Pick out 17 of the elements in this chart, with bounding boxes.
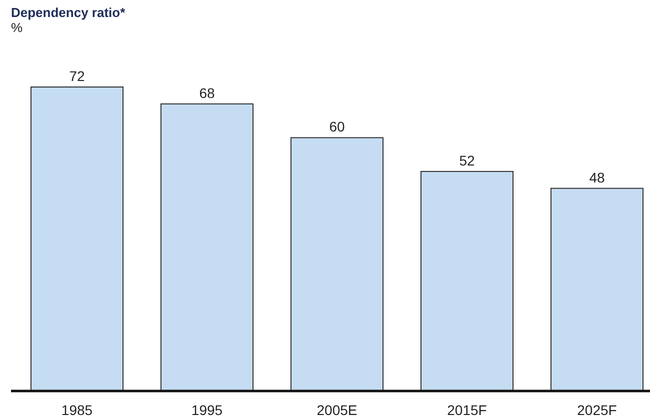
data-label: 72 bbox=[69, 68, 85, 84]
bar bbox=[550, 188, 644, 392]
bar bbox=[30, 86, 124, 392]
x-tick-label: 2005E bbox=[316, 402, 358, 418]
chart-title: Dependency ratio* bbox=[11, 5, 126, 20]
x-tick-label: 1985 bbox=[61, 402, 93, 418]
x-tick-label: 2025F bbox=[577, 402, 617, 418]
data-label: 60 bbox=[329, 118, 345, 135]
y-axis-title: % bbox=[11, 20, 23, 35]
bar bbox=[290, 137, 384, 392]
x-tick-label: 2015F bbox=[447, 402, 487, 418]
data-label: 48 bbox=[589, 169, 605, 186]
bar bbox=[420, 170, 514, 392]
x-tick-label: 1995 bbox=[191, 402, 223, 418]
data-label: 52 bbox=[459, 152, 475, 168]
bar bbox=[160, 103, 254, 392]
data-label: 68 bbox=[199, 84, 215, 101]
